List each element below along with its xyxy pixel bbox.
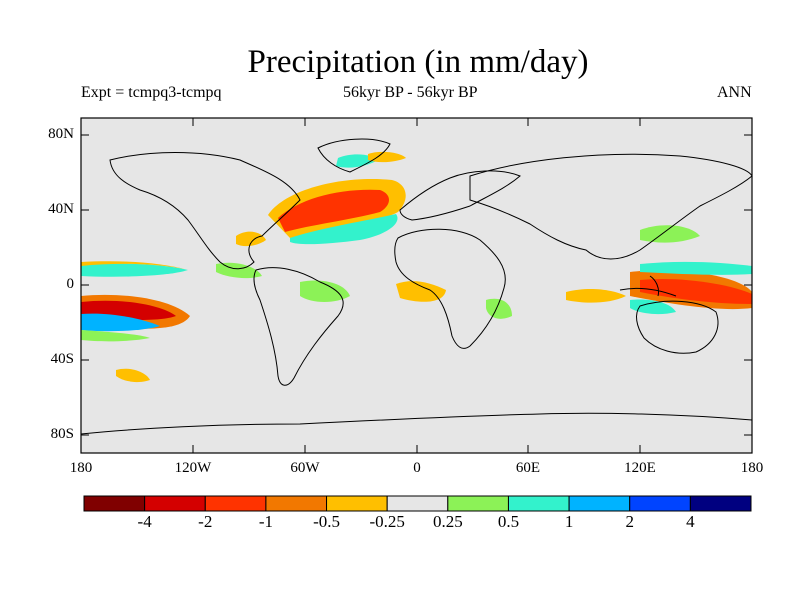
colorbar-swatch bbox=[568, 495, 631, 512]
colorbar-swatch bbox=[326, 495, 388, 512]
coastlines bbox=[80, 138, 753, 435]
anomaly-west-africa bbox=[396, 281, 446, 302]
anomaly-north-atlantic-positive bbox=[290, 214, 398, 245]
colorbar-swatch bbox=[144, 495, 206, 512]
anomaly-south-america bbox=[300, 280, 350, 302]
anomaly-south-pacific-east bbox=[116, 368, 150, 383]
lon-tick-label: 120W bbox=[174, 460, 212, 476]
precip-anomaly-layer bbox=[81, 151, 752, 383]
coastline-asia bbox=[469, 153, 753, 260]
chart-title: Precipitation (in mm/day) bbox=[247, 44, 589, 80]
colorbar-label: 0.25 bbox=[432, 512, 463, 531]
anomaly-indian-ocean bbox=[566, 289, 626, 303]
coastline-north-america bbox=[109, 152, 301, 270]
lat-tick-label: 0 bbox=[66, 276, 75, 292]
lat-tick-label: 80S bbox=[50, 426, 74, 442]
anomaly-pacific-north-positive bbox=[81, 263, 188, 277]
anomaly-pacific-spcz-positive bbox=[81, 313, 160, 332]
coastline-africa bbox=[394, 228, 506, 349]
anomaly-gulf bbox=[236, 231, 266, 247]
colorbar-label: -4 bbox=[137, 512, 152, 531]
longitude-ticks bbox=[80, 118, 753, 453]
colorbar-swatch bbox=[83, 495, 146, 512]
lat-tick-label: 80N bbox=[48, 126, 74, 142]
colorbar-swatch bbox=[689, 495, 752, 512]
coastline-europe bbox=[399, 170, 521, 221]
colorbar-swatch bbox=[386, 495, 449, 512]
anomaly-australia-north bbox=[630, 299, 676, 315]
colorbar-swatch bbox=[629, 495, 691, 512]
lon-tick-label: 120E bbox=[624, 460, 656, 476]
coastline-australia bbox=[636, 300, 719, 354]
colorbar-label: 0.5 bbox=[497, 512, 520, 531]
coastline-indonesia bbox=[619, 275, 677, 297]
colorbar-swatch bbox=[204, 495, 267, 512]
colorbar-swatch bbox=[507, 495, 570, 512]
anomaly-east-africa bbox=[486, 298, 512, 319]
colorbar-label: -1 bbox=[258, 512, 273, 531]
coastline-antarctica bbox=[80, 412, 753, 435]
anomaly-east-asia bbox=[640, 225, 700, 243]
colorbar bbox=[83, 495, 752, 512]
colorbar-swatch bbox=[447, 495, 509, 512]
anomaly-pacific-spcz-weak bbox=[81, 330, 150, 342]
lon-tick-label: 60W bbox=[290, 460, 320, 476]
lon-tick-label: 60E bbox=[515, 460, 541, 476]
anomaly-greenland-sea bbox=[336, 154, 378, 168]
anomaly-west-pacific-strong bbox=[640, 278, 752, 304]
experiment-label: Expt = tcmpq3-tcmpq bbox=[81, 84, 222, 101]
colorbar-label: 2 bbox=[625, 512, 634, 531]
coastline-south-america bbox=[253, 267, 344, 386]
lat-tick-label: 40N bbox=[48, 201, 74, 217]
lon-tick-label: 180 bbox=[69, 460, 93, 476]
colorbar-label: -0.5 bbox=[313, 512, 340, 531]
period-label: 56kyr BP - 56kyr BP bbox=[343, 84, 478, 101]
colorbar-label: 4 bbox=[686, 512, 695, 531]
anomaly-pacific-north-weak bbox=[81, 261, 188, 270]
season-label: ANN bbox=[717, 84, 752, 101]
lon-tick-label: 0 bbox=[413, 460, 421, 476]
lat-tick-label: 40S bbox=[50, 351, 74, 367]
colorbar-label: 1 bbox=[564, 512, 574, 531]
colorbar-label: -0.25 bbox=[369, 512, 405, 531]
colorbar-swatch bbox=[265, 495, 328, 512]
lon-tick-label: 180 bbox=[740, 460, 764, 476]
coastline-greenland bbox=[317, 138, 391, 173]
latitude-ticks bbox=[81, 134, 752, 436]
anomaly-west-pacific-positive bbox=[640, 261, 752, 275]
colorbar-label: -2 bbox=[198, 512, 213, 531]
anomaly-nordic-seas bbox=[368, 151, 406, 163]
anomaly-north-atlantic-strong bbox=[278, 189, 389, 232]
